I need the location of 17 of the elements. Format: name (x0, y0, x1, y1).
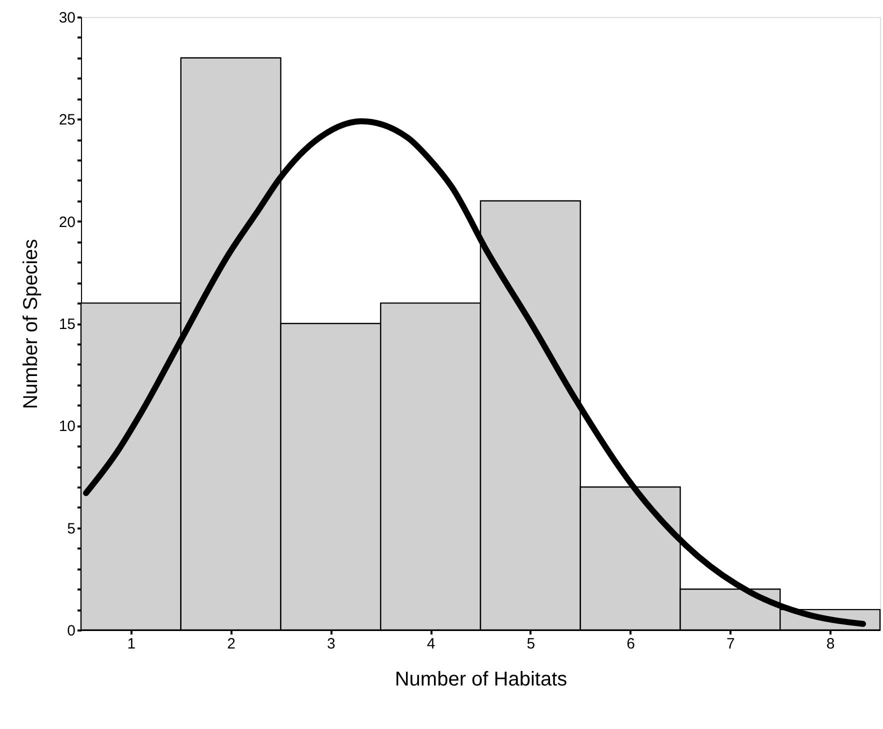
y-tick-label: 30 (58, 10, 76, 26)
x-tick-label: 3 (327, 636, 336, 652)
x-tick-label: 6 (626, 636, 635, 652)
x-axis-title: Number of Habitats (394, 668, 568, 690)
x-tick-label: 5 (526, 636, 536, 652)
y-tick-label: 0 (67, 622, 76, 640)
y-axis-title: Number of Species (20, 238, 42, 410)
x-tick-label: 8 (826, 636, 835, 652)
x-tick-label: 1 (127, 636, 136, 652)
x-tick-label: 4 (426, 636, 436, 652)
x-tick-label: 2 (227, 636, 236, 652)
y-tick-label: 5 (67, 520, 76, 538)
y-tick-label: 10 (58, 418, 76, 436)
y-tick-label: 25 (58, 112, 76, 129)
y-tick-label: 15 (58, 316, 76, 333)
x-tick-label: 7 (726, 636, 735, 652)
y-tick-label: 20 (58, 214, 76, 231)
